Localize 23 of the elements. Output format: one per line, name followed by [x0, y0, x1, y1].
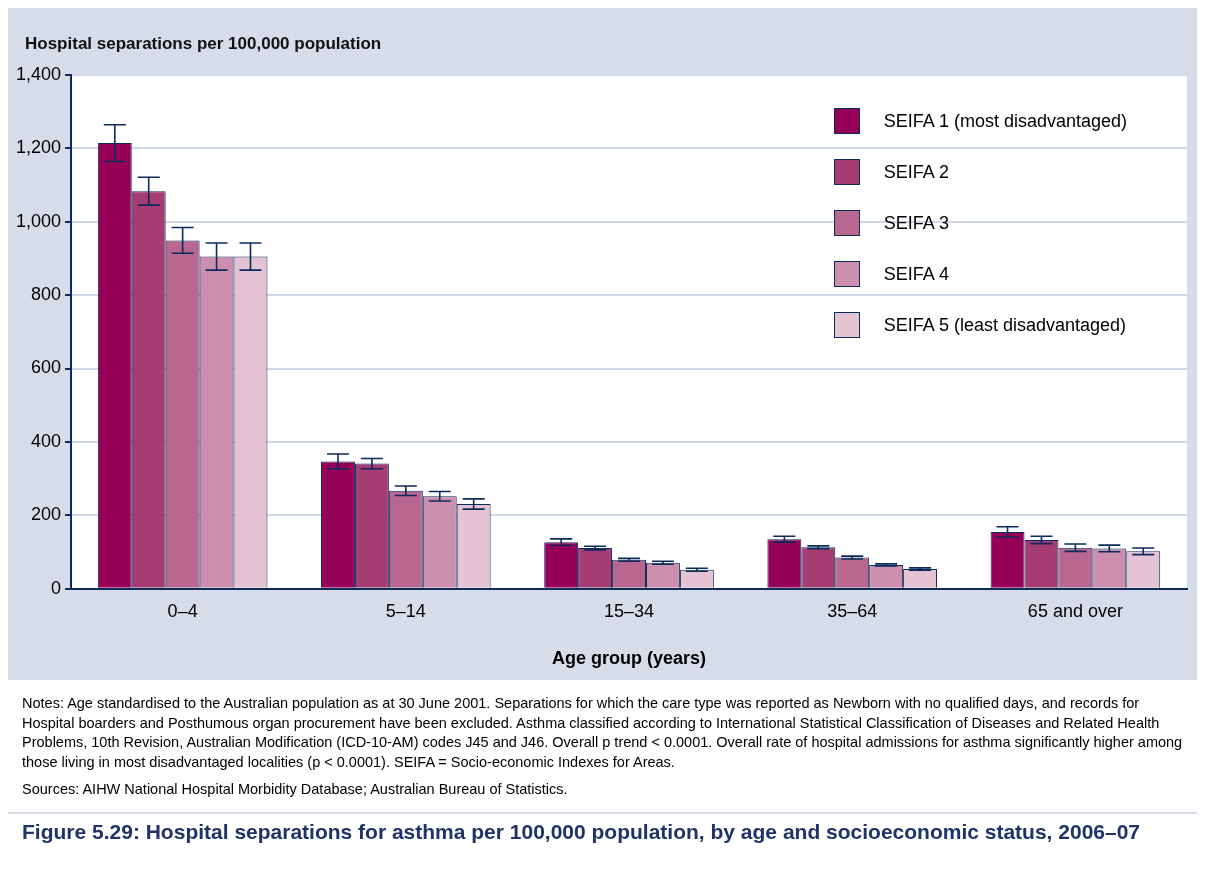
y-tick-label: 1,000 — [16, 210, 62, 231]
x-tick-label: 5–14 — [385, 600, 426, 621]
y-tick-label: 0 — [51, 577, 62, 598]
legend-label: SEIFA 5 (least disadvantaged) — [883, 314, 1127, 336]
y-tick-label: 600 — [31, 357, 62, 378]
y-tick-label: 1,200 — [16, 137, 62, 158]
x-tick-label: 35–64 — [827, 600, 878, 621]
y-tick-label: 400 — [31, 430, 62, 451]
x-axis-title: Age group (years) — [552, 648, 707, 669]
x-tick-label: 65 and over — [1027, 600, 1123, 621]
legend-label: SEIFA 4 — [883, 263, 949, 285]
y-axis-title: Hospital separations per 100,000 population — [24, 34, 383, 54]
x-tick-label: 0–4 — [167, 600, 198, 621]
text: Figure 5.29: Hospital separations for asthma per 100,000 population, by age and socioeconomic status, 2006–07 — [8, 811, 1197, 850]
y-tick-label: 200 — [31, 504, 62, 525]
y-tick-label: 1,400 — [16, 63, 62, 84]
legend-label: SEIFA 3 — [883, 212, 949, 234]
x-tick-label: 15–34 — [603, 600, 655, 621]
legend-label: SEIFA 2 — [883, 161, 949, 183]
text: Notes: Age standardised to the Australian population as at 30 June 2001. Separations for which the care type was reported as Newborn with no qualified days, and records for Hospital boarders and Posthumous organ procurement have been excluded. Asthma classified according to International Statistical Classification of Diseases and Related Health Problems, 10th Revision, Australian Modification (ICD-10-AM) codes J45 and J46. Overall p trend < 0.0001. Overall rate of hospital admissions for asthma significantly higher among those living in most disadvantaged localities (p < 0.0001). SEIFA = Socio-economic Indexes for Areas. — [22, 694, 1183, 772]
y-tick-label: 800 — [31, 284, 62, 305]
source-note: Sources: AIHW National Hospital Morbidity Database; Australian Bureau of Statistics. — [22, 780, 569, 800]
legend-label: SEIFA 1 (most disadvantaged) — [883, 110, 1127, 132]
